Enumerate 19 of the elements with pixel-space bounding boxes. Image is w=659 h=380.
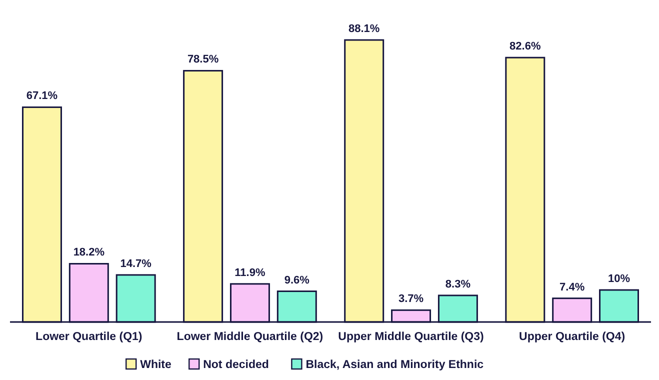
data-label: 11.9% xyxy=(234,266,266,279)
x-tick-label: Upper Quartile (Q4) xyxy=(519,331,626,343)
data-label: 82.6% xyxy=(510,40,541,53)
legend-label: Black, Asian and Minority Ethnic xyxy=(306,359,484,371)
x-tick-label: Lower Quartile (Q1) xyxy=(36,331,142,343)
x-tick-label: Upper Middle Quartile (Q3) xyxy=(338,331,484,343)
data-label: 88.1% xyxy=(348,23,380,35)
data-label: 10% xyxy=(608,272,630,285)
legend-label: Not decided xyxy=(203,359,269,371)
data-label: 9.6% xyxy=(284,274,310,286)
x-tick-label: Lower Middle Quartile (Q2) xyxy=(176,331,324,343)
data-label: 14.7% xyxy=(120,258,152,270)
data-label: 18.2% xyxy=(73,246,105,259)
data-label: 7.4% xyxy=(560,281,585,294)
legend-label: White xyxy=(140,359,172,371)
data-label: 78.5% xyxy=(187,54,219,66)
data-label: 67.1% xyxy=(26,90,58,102)
data-label: 8.3% xyxy=(445,278,471,290)
data-label: 3.7% xyxy=(398,293,424,306)
